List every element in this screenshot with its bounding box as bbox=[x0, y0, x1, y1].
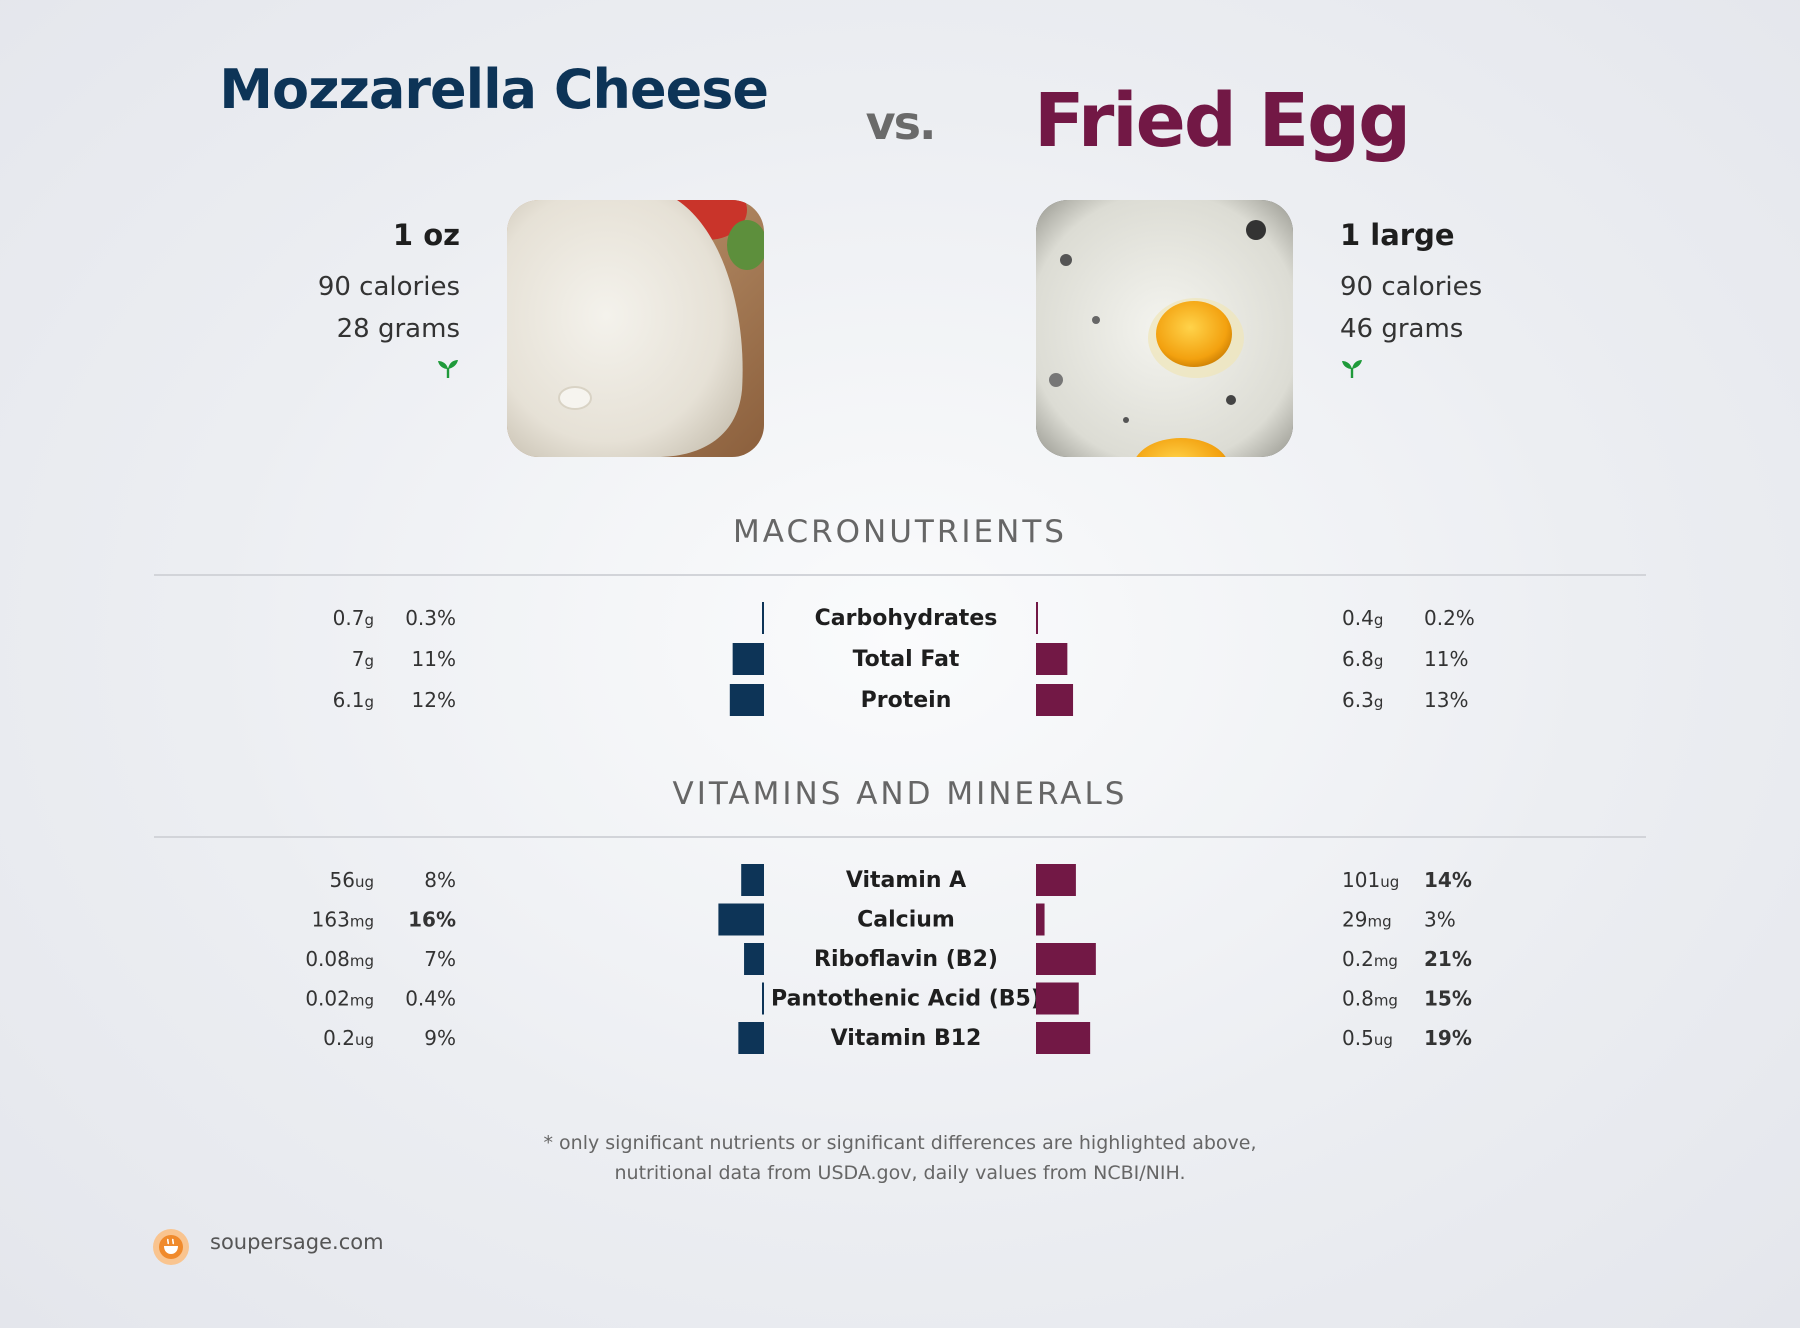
macro-2-nutrient-label: Protein bbox=[861, 688, 952, 713]
vitamin-4-nutrient-label: Vitamin B12 bbox=[831, 1026, 982, 1051]
vitamin-0-left-percent: 8% bbox=[424, 868, 456, 892]
right-food-info: 1 large 90 calories 46 grams bbox=[1340, 218, 1600, 386]
vitamin-3-left-amount: 0.02mg bbox=[305, 987, 374, 1011]
vitamin-4-right-amount: 0.5ug bbox=[1342, 1026, 1393, 1050]
vitamin-1-nutrient-label: Calcium bbox=[857, 908, 955, 933]
macro-2-right-bar bbox=[1036, 684, 1074, 716]
vitamin-2-nutrient-label: Riboflavin (B2) bbox=[814, 947, 998, 972]
macro-1-left-bar bbox=[732, 643, 764, 675]
vitamin-2-left-bar bbox=[744, 943, 764, 975]
macro-0-left-bar bbox=[762, 602, 764, 634]
vitamin-0-right-percent: 14% bbox=[1424, 868, 1472, 892]
macronutrients-heading: MACRONUTRIENTS bbox=[733, 514, 1067, 550]
macro-2-left-bar bbox=[729, 684, 764, 716]
left-food-title: Mozzarella Cheese bbox=[219, 58, 769, 121]
brand-link[interactable]: soupersage.com bbox=[210, 1230, 384, 1254]
right-serving-size: 1 large bbox=[1340, 218, 1455, 252]
vitamin-2-left-percent: 7% bbox=[424, 947, 456, 971]
macro-1-left-amount: 7g bbox=[352, 647, 374, 671]
right-badge bbox=[1340, 356, 1600, 386]
right-calories: 90 calories bbox=[1340, 272, 1483, 302]
macro-0-nutrient-label: Carbohydrates bbox=[815, 606, 998, 631]
footnote-line-1: * only significant nutrients or signific… bbox=[543, 1132, 1257, 1154]
macro-1-right-amount: 6.8g bbox=[1342, 647, 1383, 671]
macro-2-left-amount: 6.1g bbox=[333, 688, 374, 712]
macro-1-left-percent: 11% bbox=[412, 647, 456, 671]
right-grams: 46 grams bbox=[1340, 314, 1464, 344]
vitamin-3-nutrient-label: Pantothenic Acid (B5) bbox=[771, 987, 1041, 1012]
vitamin-2-left-amount: 0.08mg bbox=[305, 947, 374, 971]
sprout-icon bbox=[438, 360, 458, 378]
fried-egg-photo bbox=[1036, 200, 1293, 457]
vitamin-1-right-amount: 29mg bbox=[1342, 908, 1392, 932]
macro-0-left-amount: 0.7g bbox=[333, 606, 374, 630]
vitamin-4-right-percent: 19% bbox=[1424, 1026, 1472, 1050]
vitamin-1-right-percent: 3% bbox=[1424, 908, 1456, 932]
vitamin-4-left-percent: 9% bbox=[424, 1026, 456, 1050]
vitamin-1-right-bar bbox=[1036, 903, 1045, 936]
vitamin-0-right-bar bbox=[1036, 864, 1076, 896]
macro-1-right-bar bbox=[1036, 643, 1068, 675]
vitamins-divider bbox=[154, 836, 1646, 838]
vs-label: vs. bbox=[865, 96, 937, 150]
left-grams: 28 grams bbox=[336, 314, 460, 344]
vitamins-heading: VITAMINS AND MINERALS bbox=[672, 776, 1128, 812]
macro-0-right-percent: 0.2% bbox=[1424, 606, 1475, 630]
macro-2-right-amount: 6.3g bbox=[1342, 688, 1383, 712]
macro-0-right-amount: 0.4g bbox=[1342, 606, 1383, 630]
vitamin-2-right-percent: 21% bbox=[1424, 947, 1472, 971]
macro-1-nutrient-label: Total Fat bbox=[853, 647, 960, 672]
vitamin-1-left-amount: 163mg bbox=[312, 908, 374, 932]
vitamin-4-right-bar bbox=[1036, 1022, 1091, 1054]
vitamin-4-left-bar bbox=[738, 1022, 764, 1054]
vitamin-4-left-amount: 0.2ug bbox=[323, 1026, 374, 1050]
mozzarella-photo bbox=[507, 200, 764, 457]
vitamin-3-right-bar bbox=[1036, 982, 1079, 1015]
left-badge bbox=[230, 356, 460, 386]
left-calories: 90 calories bbox=[317, 272, 460, 302]
soupersage-logo-icon[interactable] bbox=[152, 1228, 190, 1266]
vitamin-0-left-amount: 56ug bbox=[330, 868, 374, 892]
sprout-icon bbox=[1342, 360, 1362, 378]
macro-0-right-bar bbox=[1036, 602, 1038, 634]
vitamin-3-left-bar bbox=[762, 982, 764, 1015]
vitamin-3-left-percent: 0.4% bbox=[405, 987, 456, 1011]
vitamin-0-left-bar bbox=[741, 864, 764, 896]
vitamin-0-nutrient-label: Vitamin A bbox=[846, 868, 966, 893]
vitamin-2-right-bar bbox=[1036, 943, 1096, 975]
vitamin-3-right-amount: 0.8mg bbox=[1342, 987, 1398, 1011]
vitamin-1-left-percent: 16% bbox=[408, 908, 456, 932]
right-food-title: Fried Egg bbox=[1034, 78, 1411, 164]
vitamin-0-right-amount: 101ug bbox=[1342, 868, 1399, 892]
left-food-info: 1 oz 90 calories 28 grams bbox=[230, 218, 460, 386]
macro-2-right-percent: 13% bbox=[1424, 688, 1468, 712]
macro-2-left-percent: 12% bbox=[412, 688, 456, 712]
macro-1-right-percent: 11% bbox=[1424, 647, 1468, 671]
vitamin-1-left-bar bbox=[718, 903, 764, 936]
vitamin-2-right-amount: 0.2mg bbox=[1342, 947, 1398, 971]
footnote: * only significant nutrients or signific… bbox=[0, 1128, 1800, 1188]
macro-0-left-percent: 0.3% bbox=[405, 606, 456, 630]
footnote-line-2: nutritional data from USDA.gov, daily va… bbox=[614, 1162, 1186, 1184]
macronutrients-divider bbox=[154, 574, 1646, 576]
left-serving-size: 1 oz bbox=[392, 218, 460, 252]
vitamin-3-right-percent: 15% bbox=[1424, 987, 1472, 1011]
